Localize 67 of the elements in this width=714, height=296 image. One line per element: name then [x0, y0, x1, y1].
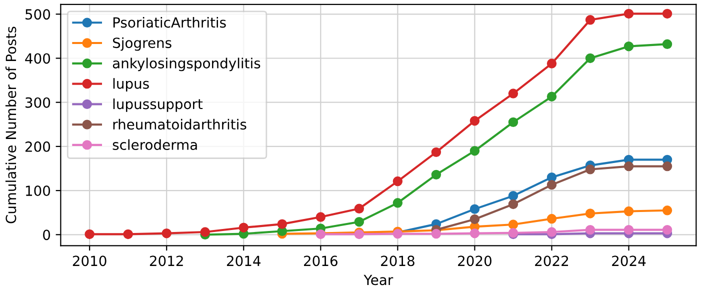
point: [162, 228, 172, 238]
point: [585, 53, 596, 64]
point: [585, 224, 596, 235]
legend-label: lupussupport: [113, 98, 203, 112]
point: [392, 176, 403, 186]
point: [508, 88, 518, 98]
y-tick-label: 0: [43, 230, 50, 240]
x-axis-title: Year: [364, 274, 394, 286]
point: [546, 58, 557, 68]
x-tick-label: 2016: [304, 256, 338, 266]
point: [585, 15, 596, 25]
point: [546, 92, 557, 102]
legend-label: ankylosingspondylitis: [112, 58, 260, 72]
legend-label: Sjogrens: [112, 37, 172, 51]
point: [470, 204, 480, 214]
legend-label: PsoriaticArthritis: [113, 16, 226, 28]
point: [662, 161, 672, 172]
point: [624, 206, 634, 216]
legend-label: lupus: [113, 78, 149, 92]
y-tick-label: 300: [26, 97, 50, 108]
point: [431, 170, 442, 180]
point: [470, 228, 480, 238]
point: [546, 227, 557, 237]
point: [585, 164, 596, 174]
point: [470, 214, 480, 224]
point: [624, 161, 634, 172]
point: [431, 147, 442, 158]
point: [316, 212, 326, 222]
point: [508, 190, 518, 201]
point: [470, 146, 480, 156]
point: [123, 229, 133, 240]
legend-label: scleroderma: [112, 139, 197, 150]
point: [508, 199, 518, 210]
point: [84, 229, 94, 240]
legend-label: rheumatoidarthritis: [113, 118, 246, 130]
point: [624, 8, 634, 19]
point: [354, 217, 364, 227]
x-tick-label: 2020: [458, 256, 492, 266]
point: [508, 220, 518, 230]
point: [470, 116, 480, 126]
point: [508, 117, 518, 128]
x-tick-label: 2012: [150, 256, 183, 266]
point: [624, 224, 634, 235]
point: [624, 41, 634, 52]
point: [546, 180, 557, 190]
point: [238, 222, 248, 232]
x-tick-label: 2010: [72, 256, 106, 266]
point: [585, 208, 596, 218]
x-tick-label: 2018: [381, 256, 414, 266]
point: [277, 219, 287, 229]
point: [200, 227, 210, 237]
x-tick-label: 2014: [226, 256, 261, 266]
point: [662, 224, 672, 235]
point: [662, 206, 672, 216]
x-tick-label: 2024: [612, 256, 646, 266]
point: [392, 198, 403, 208]
y-tick-label: 500: [26, 9, 50, 20]
point: [354, 204, 364, 214]
point: [546, 214, 557, 224]
y-tick-label: 400: [25, 53, 50, 64]
y-tick-label: 200: [25, 141, 50, 152]
y-tick-label: 100: [26, 186, 50, 196]
point: [431, 228, 442, 239]
x-tick-label: 2022: [535, 256, 568, 266]
y-axis-title: Cumulative Number of Posts: [5, 26, 16, 224]
point: [662, 8, 672, 19]
point: [662, 39, 672, 49]
